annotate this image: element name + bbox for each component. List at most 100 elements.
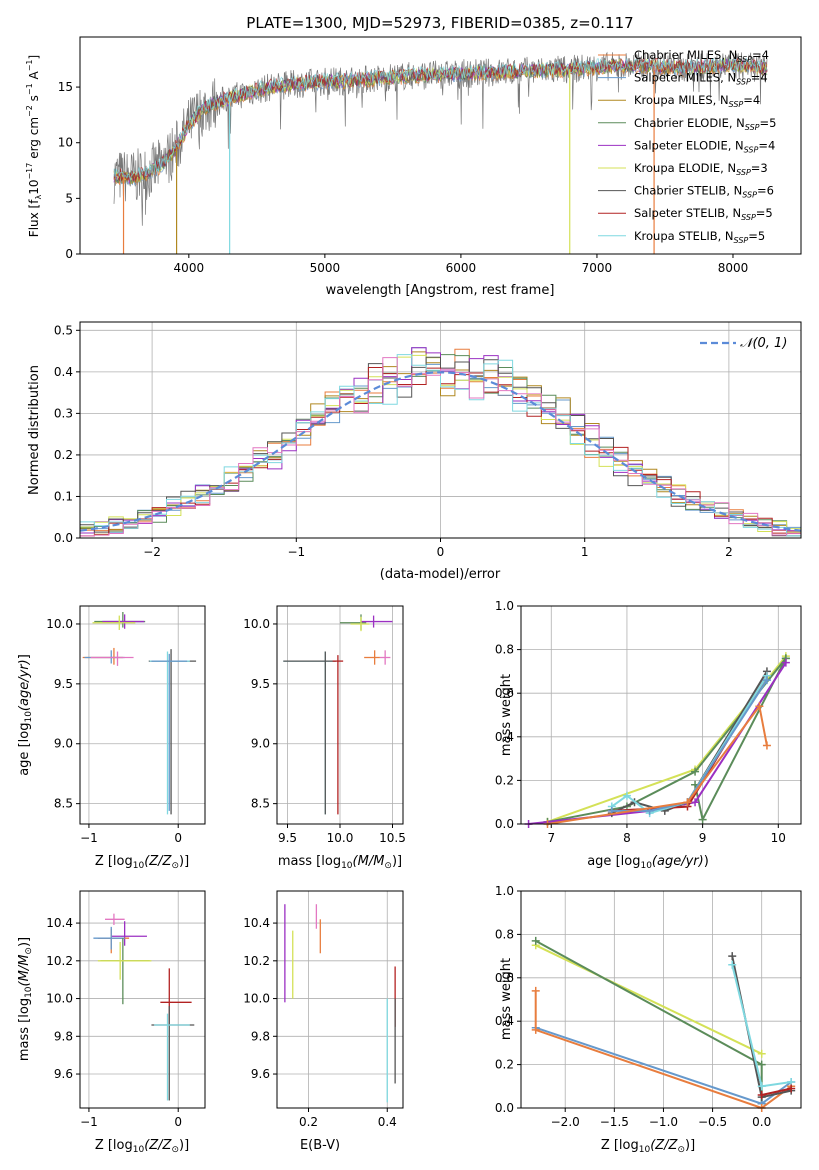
x-tick-label: 7000 bbox=[582, 261, 613, 275]
y-tick-label: 0.2 bbox=[495, 1058, 514, 1072]
gaussian-legend-label: 𝒩(0, 1) bbox=[740, 336, 787, 351]
histogram-step bbox=[80, 354, 801, 537]
x-tick-label: −1.5 bbox=[600, 1115, 629, 1129]
y-tick-label: 1.0 bbox=[495, 599, 514, 613]
model-spectrum-line bbox=[113, 57, 768, 182]
y-tick-label: 0.0 bbox=[495, 1101, 514, 1115]
y-tick-label: 10.0 bbox=[243, 617, 270, 631]
x-tick-label: 0 bbox=[174, 831, 182, 845]
series-line bbox=[547, 703, 768, 825]
x-tick-label: 9.5 bbox=[278, 831, 297, 845]
y-tick-label: 9.6 bbox=[54, 1067, 73, 1081]
series-marker bbox=[787, 1084, 796, 1093]
y-tick-label: 8.5 bbox=[54, 797, 73, 811]
y-tick-label: 0.2 bbox=[495, 773, 514, 787]
y-tick-label: 10.0 bbox=[243, 992, 270, 1006]
legend-label: Chabrier ELODIE, NSSP=5 bbox=[634, 116, 776, 132]
y-tick-label: 10.4 bbox=[243, 916, 270, 930]
series-marker bbox=[622, 791, 631, 800]
massweight-vs-age-panel: 7 8 9 10 0.0 0.2 0.4 0.6 0.8 1.0 bbox=[495, 599, 802, 845]
x-tick-label: 7 bbox=[547, 831, 555, 845]
y-tick-label: 0.8 bbox=[495, 643, 514, 657]
y-tick-label: 0.4 bbox=[495, 730, 514, 744]
series-marker bbox=[531, 1025, 540, 1034]
y-tick-label: 10.0 bbox=[46, 617, 73, 631]
x-tick-label: −0.5 bbox=[698, 1115, 727, 1129]
legend-label: Chabrier MILES, NSSP=4 bbox=[634, 48, 769, 64]
spectrum-frame bbox=[79, 36, 802, 255]
x-tick-label: 0.0 bbox=[752, 1115, 771, 1129]
spectrum-ylabel: Flux [fλ10−17 erg cm−2 s−1 A−1] bbox=[25, 55, 43, 237]
legend-label: Chabrier STELIB, NSSP=6 bbox=[634, 184, 774, 200]
y-tick-label: 10.2 bbox=[46, 954, 73, 968]
series-marker bbox=[762, 741, 771, 750]
y-tick-label: 9.0 bbox=[251, 737, 270, 751]
x-tick-label: 1 bbox=[581, 545, 589, 559]
legend-label: Salpeter MILES, NSSP=4 bbox=[634, 71, 768, 87]
y-tick-label: 0.0 bbox=[495, 817, 514, 831]
y-tick-label: 0.6 bbox=[495, 971, 514, 985]
residual-histogram-panel: −2 −1 0 1 2 0.0 0.1 0.2 0.3 0.4 0.5 (data-model)/e… bbox=[27, 321, 802, 582]
series-line bbox=[535, 940, 763, 1104]
mw-Z-xlabel: Z [log10(Z/Z⊙)] bbox=[601, 1138, 695, 1155]
legend-label: Kroupa MILES, NSSP=4 bbox=[634, 93, 760, 109]
series-marker bbox=[757, 1090, 766, 1099]
x-tick-label: −1.0 bbox=[649, 1115, 678, 1129]
y-tick-label: 0.5 bbox=[54, 323, 73, 337]
x-tick-label: 10 bbox=[771, 831, 786, 845]
series-marker bbox=[683, 798, 692, 807]
y-tick-label: 0.6 bbox=[495, 686, 514, 700]
series-marker bbox=[531, 986, 540, 995]
mw-age-xlabel: age [log10(age/yr)) bbox=[587, 854, 709, 871]
massweight-vs-metallicity-panel: −2.0 −1.5 −1.0 −0.5 0.0 0.0 0.2 0.4 0.6 0.8 1.0 bbox=[495, 884, 802, 1129]
age-Z-ylabel: age [log10(age/yr)] bbox=[17, 654, 34, 776]
y-tick-label: 9.5 bbox=[54, 677, 73, 691]
x-tick-label: −2.0 bbox=[551, 1115, 580, 1129]
series-line bbox=[761, 1087, 792, 1096]
y-tick-label: 15 bbox=[58, 80, 73, 94]
x-tick-label: 2 bbox=[725, 545, 733, 559]
mw-Z-ylabel: mass weight bbox=[499, 958, 514, 1040]
model-spectrum-line bbox=[113, 57, 768, 181]
y-tick-label: 10.2 bbox=[243, 954, 270, 968]
mass-Z-ylabel: mass [log10(M/M⊙)] bbox=[17, 937, 34, 1061]
y-tick-label: 10.0 bbox=[46, 992, 73, 1006]
spectrum-lines bbox=[113, 51, 768, 254]
x-tick-label: −2 bbox=[143, 545, 161, 559]
spectrum-panel: 4000 5000 6000 7000 8000 0 5 10 15 wavelength [A… bbox=[25, 36, 802, 298]
panel-frame bbox=[276, 605, 404, 825]
y-tick-label: 9.0 bbox=[54, 737, 73, 751]
y-tick-label: 0.3 bbox=[54, 406, 73, 420]
series-line bbox=[528, 662, 787, 825]
histogram-frame bbox=[79, 321, 802, 539]
y-tick-label: 0.4 bbox=[495, 1014, 514, 1028]
series-marker bbox=[757, 1082, 766, 1091]
x-tick-label: −1 bbox=[80, 831, 98, 845]
x-tick-label: 5000 bbox=[310, 261, 341, 275]
x-tick-label: −1 bbox=[80, 1115, 98, 1129]
x-tick-label: 0 bbox=[437, 545, 445, 559]
series-marker bbox=[757, 1060, 766, 1069]
x-tick-label: 9 bbox=[699, 831, 707, 845]
x-tick-label: 10.5 bbox=[379, 831, 406, 845]
series-marker bbox=[728, 960, 737, 969]
mass-EBV-xlabel: E(B-V) bbox=[300, 1138, 340, 1153]
panel-frame bbox=[79, 890, 206, 1109]
series-marker bbox=[691, 798, 700, 807]
y-tick-label: 5 bbox=[65, 191, 73, 205]
series-marker bbox=[762, 676, 771, 685]
panel-frame bbox=[520, 605, 802, 825]
series-marker bbox=[698, 815, 707, 824]
age-Z-xlabel: Z [log10(Z/Z⊙)] bbox=[95, 854, 189, 871]
spectrum-legend: Chabrier MILES, NSSP=4 Salpeter MILES, NS… bbox=[598, 48, 776, 245]
y-tick-label: 9.5 bbox=[251, 677, 270, 691]
histogram-xlabel: (data-model)/error bbox=[380, 567, 501, 582]
y-tick-label: 9.8 bbox=[251, 1029, 270, 1043]
series-marker bbox=[781, 658, 790, 667]
y-tick-label: 8.5 bbox=[251, 797, 270, 811]
x-tick-label: 10.0 bbox=[327, 831, 354, 845]
mass-vs-extinction-panel: 0.2 0.4 9.6 9.8 10.0 10.2 10.4 bbox=[243, 890, 404, 1129]
age-vs-metallicity-panel: −1 0 8.5 9.0 9.5 10.0 bbox=[46, 605, 206, 845]
panel-frame bbox=[520, 890, 802, 1109]
